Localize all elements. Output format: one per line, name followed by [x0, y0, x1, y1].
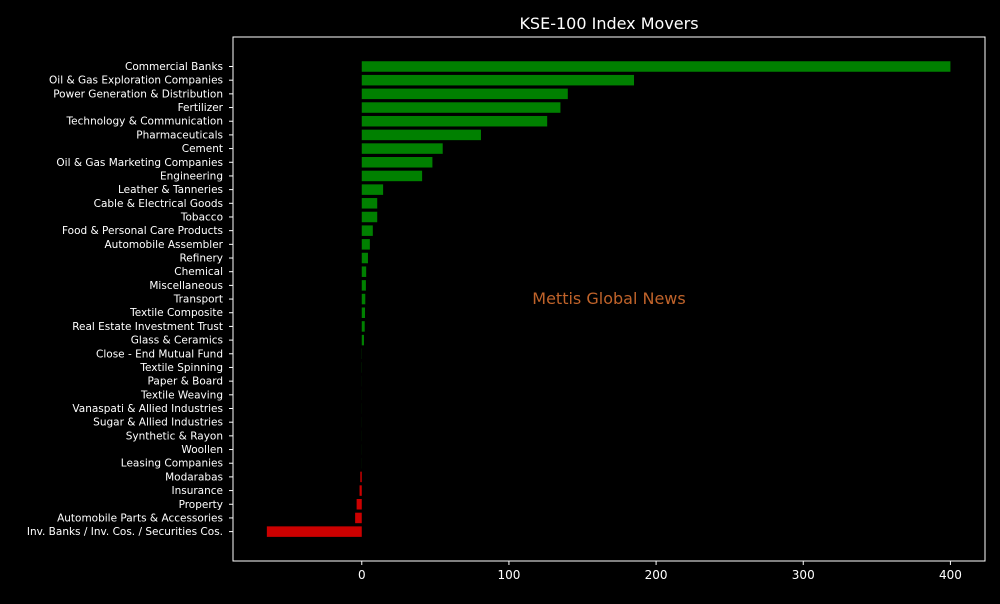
y-tick-label: Modarabas — [165, 471, 223, 483]
bar — [362, 89, 568, 100]
y-tick-label: Real Estate Investment Trust — [72, 321, 223, 333]
y-tick-label: Miscellaneous — [149, 280, 223, 292]
y-tick-label: Woollen — [181, 444, 223, 456]
bar — [362, 335, 364, 346]
y-tick-label: Textile Composite — [129, 307, 223, 319]
bar — [362, 184, 383, 195]
y-tick-label: Power Generation & Distribution — [53, 88, 223, 100]
bar — [362, 75, 634, 86]
y-tick-label: Refinery — [179, 253, 223, 265]
bar — [362, 130, 481, 141]
y-tick-label: Oil & Gas Marketing Companies — [56, 157, 223, 169]
bar — [362, 266, 366, 277]
bar — [362, 61, 951, 72]
bar — [355, 513, 362, 524]
bar — [362, 253, 368, 264]
y-tick-label: Commercial Banks — [125, 61, 223, 73]
chart-title: KSE-100 Index Movers — [519, 14, 698, 33]
y-tick-label: Textile Spinning — [139, 362, 223, 374]
y-tick-label: Engineering — [160, 170, 223, 182]
bar — [362, 280, 366, 291]
y-tick-label: Sugar & Allied Industries — [93, 417, 223, 429]
bar — [267, 526, 362, 537]
y-tick-label: Chemical — [174, 266, 223, 278]
watermark-text: Mettis Global News — [532, 289, 685, 308]
bar — [360, 485, 362, 496]
y-tick-label: Inv. Banks / Inv. Cos. / Securities Cos. — [27, 526, 223, 538]
y-tick-label: Vanaspati & Allied Industries — [72, 403, 223, 415]
x-tick-label: 100 — [497, 568, 520, 582]
y-tick-label: Property — [179, 499, 223, 511]
bar — [360, 472, 361, 483]
bar — [362, 294, 366, 305]
bar — [362, 171, 422, 182]
y-tick-label: Technology & Communication — [66, 116, 223, 128]
y-tick-label: Insurance — [171, 485, 223, 497]
x-tick-label: 200 — [645, 568, 668, 582]
y-tick-label: Cement — [182, 143, 223, 155]
x-tick-label: 0 — [358, 568, 366, 582]
y-tick-label: Pharmaceuticals — [136, 129, 223, 141]
y-tick-label: Leasing Companies — [121, 458, 223, 470]
x-tick-label: 300 — [792, 568, 815, 582]
y-tick-label: Food & Personal Care Products — [62, 225, 223, 237]
bar — [362, 143, 443, 154]
y-tick-label: Fertilizer — [178, 102, 224, 114]
y-tick-label: Close - End Mutual Fund — [96, 348, 223, 360]
bar — [362, 321, 365, 332]
y-tick-label: Textile Weaving — [140, 389, 223, 401]
bar — [362, 225, 373, 236]
bar — [357, 499, 362, 510]
bar — [362, 157, 433, 168]
y-tick-label: Leather & Tanneries — [118, 184, 223, 196]
y-tick-label: Cable & Electrical Goods — [94, 198, 223, 210]
y-tick-label: Transport — [173, 294, 223, 306]
y-tick-label: Glass & Ceramics — [131, 335, 223, 347]
y-tick-label: Automobile Assembler — [105, 239, 224, 251]
x-tick-label: 400 — [939, 568, 962, 582]
y-tick-label: Tobacco — [180, 211, 223, 223]
bar — [362, 198, 377, 209]
bar — [362, 212, 377, 223]
y-tick-label: Paper & Board — [148, 376, 223, 388]
bar — [362, 102, 561, 113]
y-tick-label: Oil & Gas Exploration Companies — [49, 75, 223, 87]
y-tick-label: Automobile Parts & Accessories — [57, 512, 223, 524]
y-tick-label: Synthetic & Rayon — [126, 430, 223, 442]
bar — [362, 116, 547, 127]
bar — [362, 239, 370, 250]
bar — [362, 307, 365, 318]
